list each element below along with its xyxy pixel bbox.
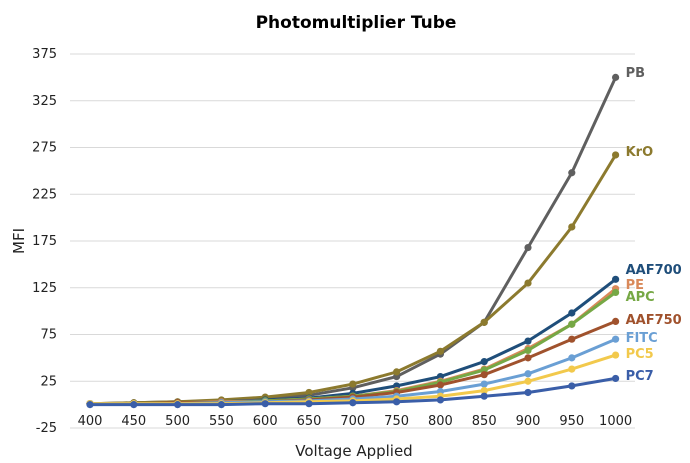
series-label: AAF700 [626, 263, 682, 278]
y-axis-label: MFI [10, 228, 28, 254]
series-label: PC5 [626, 347, 654, 362]
data-point [612, 374, 620, 383]
data-point [436, 381, 444, 389]
data-point [436, 396, 444, 404]
data-point [305, 400, 313, 408]
data-point [568, 223, 576, 231]
data-point [480, 358, 488, 366]
y-tick-label: 175 [32, 234, 57, 249]
chart-title: Photomultiplier Tube [256, 13, 457, 33]
data-point [524, 354, 532, 362]
series-fitc [86, 335, 620, 408]
x-tick-label: 400 [78, 414, 103, 429]
y-tick-label: 125 [32, 281, 57, 296]
data-point [612, 317, 620, 326]
y-tick-label: 225 [32, 187, 57, 202]
data-point [568, 169, 576, 177]
data-point [480, 371, 488, 379]
series-label: PE [626, 278, 644, 293]
series-aaf750 [86, 317, 620, 408]
data-point [305, 388, 313, 397]
x-tick-label: 950 [559, 414, 584, 429]
x-tick-label: 1000 [599, 414, 632, 429]
y-tick-labels: -25 25 75 125 175 225 275 325 375 [32, 47, 57, 436]
data-point [174, 401, 182, 409]
data-point [436, 347, 444, 355]
series-label: PB [626, 66, 645, 81]
series-line [89, 154, 617, 406]
data-point [524, 388, 532, 397]
data-point [480, 387, 488, 395]
y-tick-label: 275 [32, 141, 57, 156]
data-point [393, 368, 401, 376]
data-point [480, 380, 488, 388]
x-tick-label: 750 [384, 414, 409, 429]
y-tick-label: 75 [40, 328, 57, 343]
data-point [612, 275, 620, 283]
data-point [524, 337, 532, 345]
x-axis-label: Voltage Applied [295, 442, 412, 460]
x-tick-label: 550 [209, 414, 234, 429]
data-point [86, 401, 94, 409]
data-point [480, 318, 488, 326]
y-tick-label: 325 [32, 94, 57, 109]
x-tick-label: 500 [165, 414, 190, 429]
data-point [612, 351, 620, 359]
data-point [524, 243, 532, 252]
series-label: FITC [626, 331, 658, 346]
series-group [86, 73, 620, 409]
y-tick-label: 375 [32, 47, 57, 62]
data-point [568, 382, 576, 390]
x-tick-label: 650 [297, 414, 322, 429]
data-point [217, 401, 225, 409]
x-tick-label: 850 [472, 414, 497, 429]
data-point [568, 309, 576, 317]
data-point [349, 399, 357, 407]
series-pc5 [86, 351, 620, 408]
y-tick-label: 25 [40, 374, 57, 389]
data-point [393, 398, 401, 406]
x-tick-label: 800 [428, 414, 453, 429]
series-label: KrO [626, 145, 654, 160]
data-point [612, 288, 620, 297]
x-tick-label: 700 [340, 414, 365, 429]
data-point [612, 151, 620, 159]
x-tick-label: 900 [516, 414, 541, 429]
series-pc7 [86, 374, 620, 409]
data-point [524, 279, 532, 287]
data-point [349, 380, 357, 388]
data-point [568, 335, 576, 343]
series-label: APC [626, 290, 655, 305]
series-label: PC7 [626, 369, 654, 384]
gridlines [70, 53, 635, 429]
data-point [612, 335, 620, 343]
data-point [130, 401, 138, 409]
y-tick-label: -25 [36, 421, 57, 436]
series-label: AAF750 [626, 313, 682, 328]
data-point [524, 370, 532, 378]
data-point [524, 377, 532, 385]
data-point [568, 354, 576, 362]
data-point [524, 346, 532, 354]
data-point [612, 73, 620, 81]
x-tick-labels: 400 450 500 550 600 650 700 750 800 850 900 950 1000 [78, 414, 633, 429]
x-tick-label: 450 [121, 414, 146, 429]
data-point [568, 320, 576, 328]
x-tick-label: 600 [253, 414, 278, 429]
data-point [261, 400, 269, 408]
data-point [568, 365, 576, 373]
data-point [480, 392, 488, 400]
